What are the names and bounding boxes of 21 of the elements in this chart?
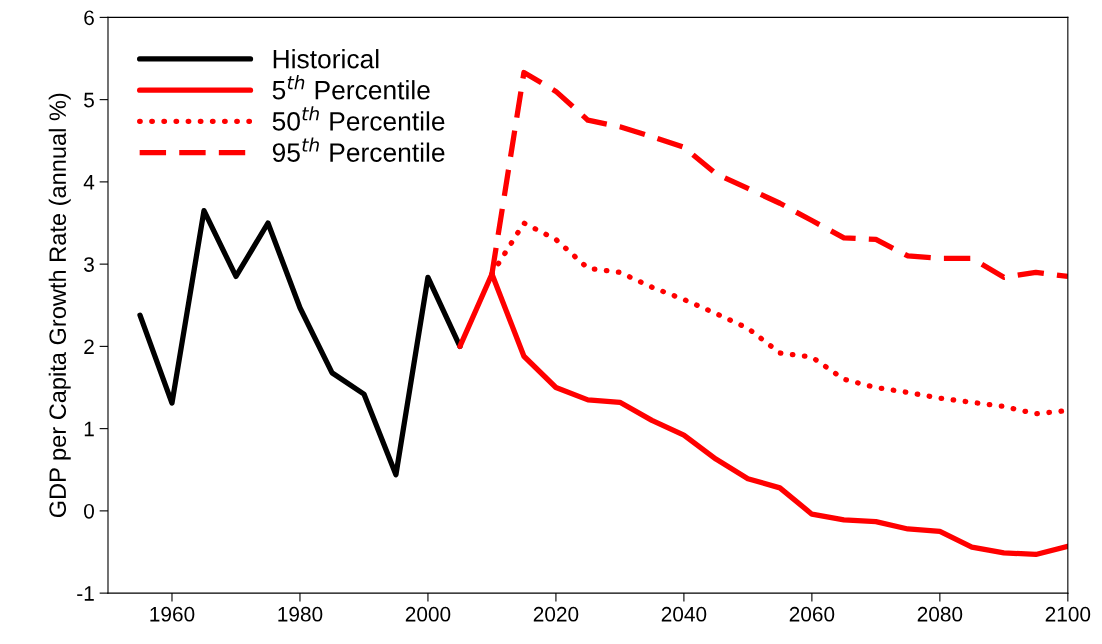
legend-label: Historical: [273, 49, 379, 69]
x-tick-label: 2100: [1045, 606, 1091, 622]
y-axis-title: GDP per Capita Growth Rate (annual %): [48, 93, 71, 518]
y-tick-label: 5: [84, 92, 94, 108]
y-tick-label: 1: [84, 421, 94, 437]
y-tick-label: 3: [84, 257, 94, 272]
legend-label: 5$^{th}$ Percentile: [272, 75, 430, 100]
x-tick-label: 2040: [661, 606, 707, 622]
x-tick-label: 2020: [533, 606, 579, 622]
legend-label: 50$^{th}$ Percentile: [272, 106, 445, 131]
x-tick-label: 2060: [789, 606, 835, 622]
y-tick-label: 6: [84, 10, 94, 26]
x-tick-label: 2000: [405, 606, 451, 622]
x-tick-label: 1980: [278, 606, 323, 622]
y-tick-label: 2: [84, 339, 94, 354]
y-tick-label: -1: [77, 586, 94, 601]
y-tick-label: 4: [83, 175, 95, 190]
legend-label: 95$^{th}$ Percentile: [272, 137, 445, 162]
x-tick-label: 2080: [917, 606, 963, 622]
x-tick-label: 1960: [150, 606, 195, 622]
y-tick-label: 0: [84, 503, 94, 519]
